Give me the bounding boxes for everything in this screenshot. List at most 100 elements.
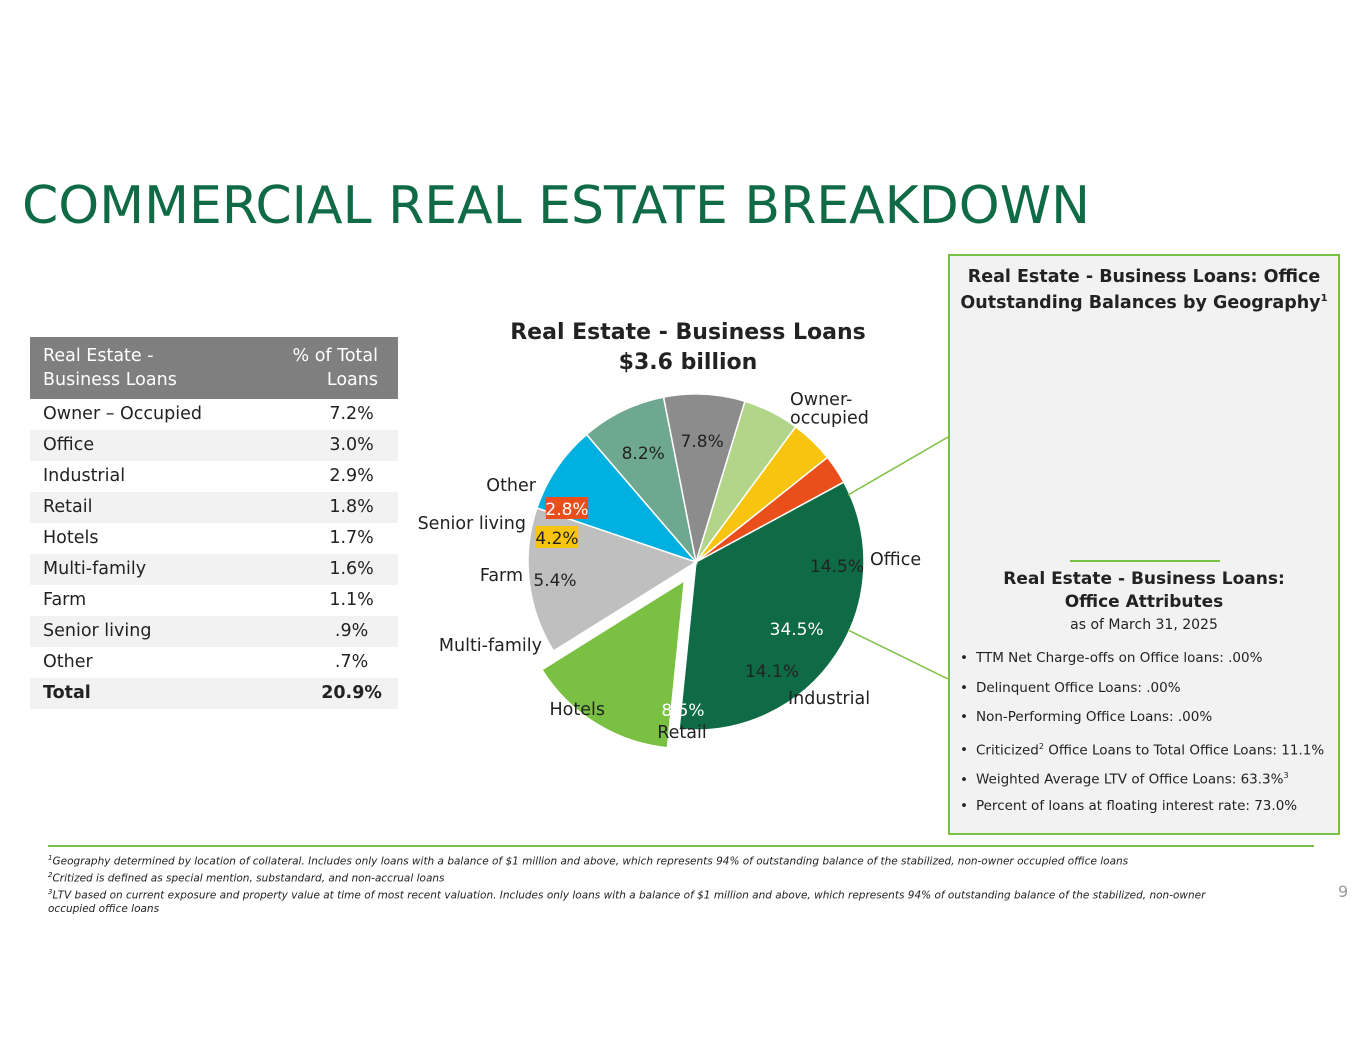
geography-title-footnote-ref: 1 — [1320, 293, 1328, 304]
table-row-value: 2.9% — [329, 466, 374, 486]
footnote: 3LTV based on current exposure and prope… — [48, 886, 1248, 917]
table-header-percent: % of Total Loans — [228, 337, 398, 399]
table-row-label: Owner – Occupied — [43, 404, 202, 424]
table-row-label: Multi-family — [30, 554, 229, 585]
footnote-text: LTV based on current exposure and proper… — [48, 889, 1206, 916]
pie-category-label-owner-occupied: Owner-occupied — [790, 390, 869, 428]
pie-value-label-owner-occupied: 34.5% — [770, 620, 824, 640]
page-number: 9 — [1338, 882, 1349, 901]
office-attributes-list: TTM Net Charge-offs on Office loans: .00… — [960, 649, 1324, 826]
table-row-label: Retail — [30, 492, 229, 523]
pie-label-bg-other — [545, 497, 589, 519]
table-row-label: Hotels — [43, 528, 99, 548]
table-total-label: Total — [30, 678, 229, 709]
footnote-number: 2 — [48, 871, 53, 879]
office-attribute-text: Percent of loans at floating interest ra… — [975, 797, 1298, 814]
table-header-row: Real Estate - Business Loans % of Total … — [30, 337, 398, 399]
table-row-label: Farm — [43, 590, 87, 610]
geography-chart-title-line2: Outstanding Balances by Geography — [960, 292, 1321, 313]
table-total-value: 20.9% — [228, 678, 398, 709]
table-row-value: 7.2% — [329, 404, 374, 424]
table-row: Hotels 1.7% — [30, 523, 398, 554]
office-attribute-footnote-ref: 2 — [1038, 741, 1044, 751]
table-row: Office 3.0% — [30, 430, 398, 461]
footnote-text: Geography determined by location of coll… — [52, 855, 1129, 868]
footnote-text: Critized is defined as special mention, … — [52, 872, 445, 885]
pie-category-label-hotels: Hotels — [550, 700, 605, 720]
main-chart-title-line: Real Estate - Business Loans — [510, 320, 866, 345]
pie-slice-hotels — [585, 396, 698, 565]
office-attribute-text: TTM Net Charge-offs on Office loans: .00… — [975, 650, 1263, 666]
office-attribute-item: Weighted Average LTV of Office Loans: 63… — [960, 767, 1324, 797]
main-chart-subtitle: $3.6 billion — [618, 350, 758, 375]
table-row: Other .7% — [30, 647, 398, 678]
pie-slice-other — [695, 456, 845, 563]
table-row-value: 1.1% — [329, 590, 374, 610]
table-row-label: Other — [43, 652, 93, 672]
loan-breakdown-table: Real Estate - Business Loans % of Total … — [30, 337, 398, 709]
footnote: 2Critized is defined as special mention,… — [48, 869, 1248, 886]
pie-slice-owner-occupied — [678, 481, 865, 731]
pie-category-label-multi-family: Multi-family — [439, 636, 542, 656]
table-row: Owner – Occupied 7.2% — [30, 399, 398, 430]
pie-slice-office — [540, 579, 686, 749]
office-attributes-date: as of March 31, 2025 — [1070, 617, 1218, 633]
office-attribute-item: TTM Net Charge-offs on Office loans: .00… — [960, 649, 1324, 679]
office-attribute-text: Delinquent Office Loans: .00% — [975, 679, 1181, 696]
pie-value-label-hotels: 8.2% — [622, 444, 665, 464]
table-row-value: 1.8% — [228, 492, 398, 523]
pie-category-label-other: Other — [486, 476, 536, 496]
page-title: COMMERCIAL REAL ESTATE BREAKDOWN — [22, 176, 1091, 236]
pie-category-label-industrial: Industrial — [788, 689, 870, 709]
pie-value-label-other: 2.8% — [545, 500, 588, 520]
office-attribute-item: Percent of loans at floating interest ra… — [960, 797, 1324, 827]
pie-value-label-senior-living: 4.2% — [535, 529, 578, 549]
table-row-value: .7% — [334, 652, 369, 672]
office-attribute-item: Delinquent Office Loans: .00% — [960, 679, 1324, 709]
pie-category-label-farm: Farm — [480, 566, 523, 586]
table-row: Senior living .9% — [30, 616, 398, 647]
office-attribute-text: Criticized — [975, 742, 1039, 758]
table-total-row: Total 20.9% — [30, 678, 398, 709]
geography-chart-title: Real Estate - Business Loans: Office Out… — [950, 266, 1338, 314]
office-attribute-footnote-ref: 3 — [1283, 771, 1289, 780]
footnote-number: 3 — [48, 888, 53, 896]
office-attribute-text: Weighted Average LTV of Office Loans: 63… — [975, 771, 1284, 788]
connector-line-bottom — [847, 629, 949, 680]
footer-divider — [48, 845, 1314, 847]
pie-category-label-senior-living: Senior living — [418, 514, 526, 534]
office-attributes-heading: Real Estate - Business Loans: Office Attr… — [1003, 569, 1285, 612]
pie-category-label-retail: Retail — [657, 723, 706, 743]
pie-value-label-industrial: 14.1% — [745, 662, 799, 682]
table-row: Retail 1.8% — [30, 492, 398, 523]
table-row-value: .9% — [228, 616, 398, 647]
office-attribute-item: Non-Performing Office Loans: .00% — [960, 708, 1324, 738]
office-attributes-title: Real Estate - Business Loans: Office Attr… — [950, 568, 1338, 637]
office-geography-panel: Real Estate - Business Loans: Office Out… — [948, 254, 1340, 835]
connector-line-top — [847, 436, 949, 496]
table-row: Industrial 2.9% — [30, 461, 398, 492]
main-chart-title: Real Estate - Business Loans $3.6 billio… — [478, 318, 898, 378]
footnote-number: 1 — [48, 854, 53, 862]
pie-value-label-farm: 5.4% — [533, 571, 576, 591]
table-row-label: Office — [30, 430, 229, 461]
office-attribute-text: Non-Performing Office Loans: .00% — [975, 709, 1213, 725]
table-row: Multi-family 1.6% — [30, 554, 398, 585]
table-row-value: 3.0% — [228, 430, 398, 461]
table-header-category: Real Estate - Business Loans — [30, 337, 229, 399]
table-row: Farm 1.1% — [30, 585, 398, 616]
pie-value-label-multi-family: 7.8% — [681, 432, 724, 452]
table-row-label: Senior living — [30, 616, 229, 647]
footnotes: 1Geography determined by location of col… — [48, 852, 1248, 917]
pie-slice-retail — [535, 433, 699, 564]
table-row-value: 1.7% — [329, 528, 374, 548]
panel-divider — [1070, 560, 1220, 562]
pie-category-label-office: Office — [870, 550, 921, 570]
geography-chart-title-line1: Real Estate - Business Loans: Office — [967, 267, 1321, 287]
pie-label-bg-senior-living — [535, 526, 579, 548]
pie-value-label-retail: 8.5% — [661, 701, 704, 721]
office-attribute-text-tail: Office Loans to Total Office Loans: 11.1… — [1043, 742, 1325, 758]
office-attribute-item: Criticized2 Office Loans to Total Office… — [960, 738, 1324, 768]
main-pie: 34.5% Owner-occupied 14.5% Office 14.1% Indus… — [418, 390, 921, 749]
table-row-label: Industrial — [43, 466, 126, 486]
